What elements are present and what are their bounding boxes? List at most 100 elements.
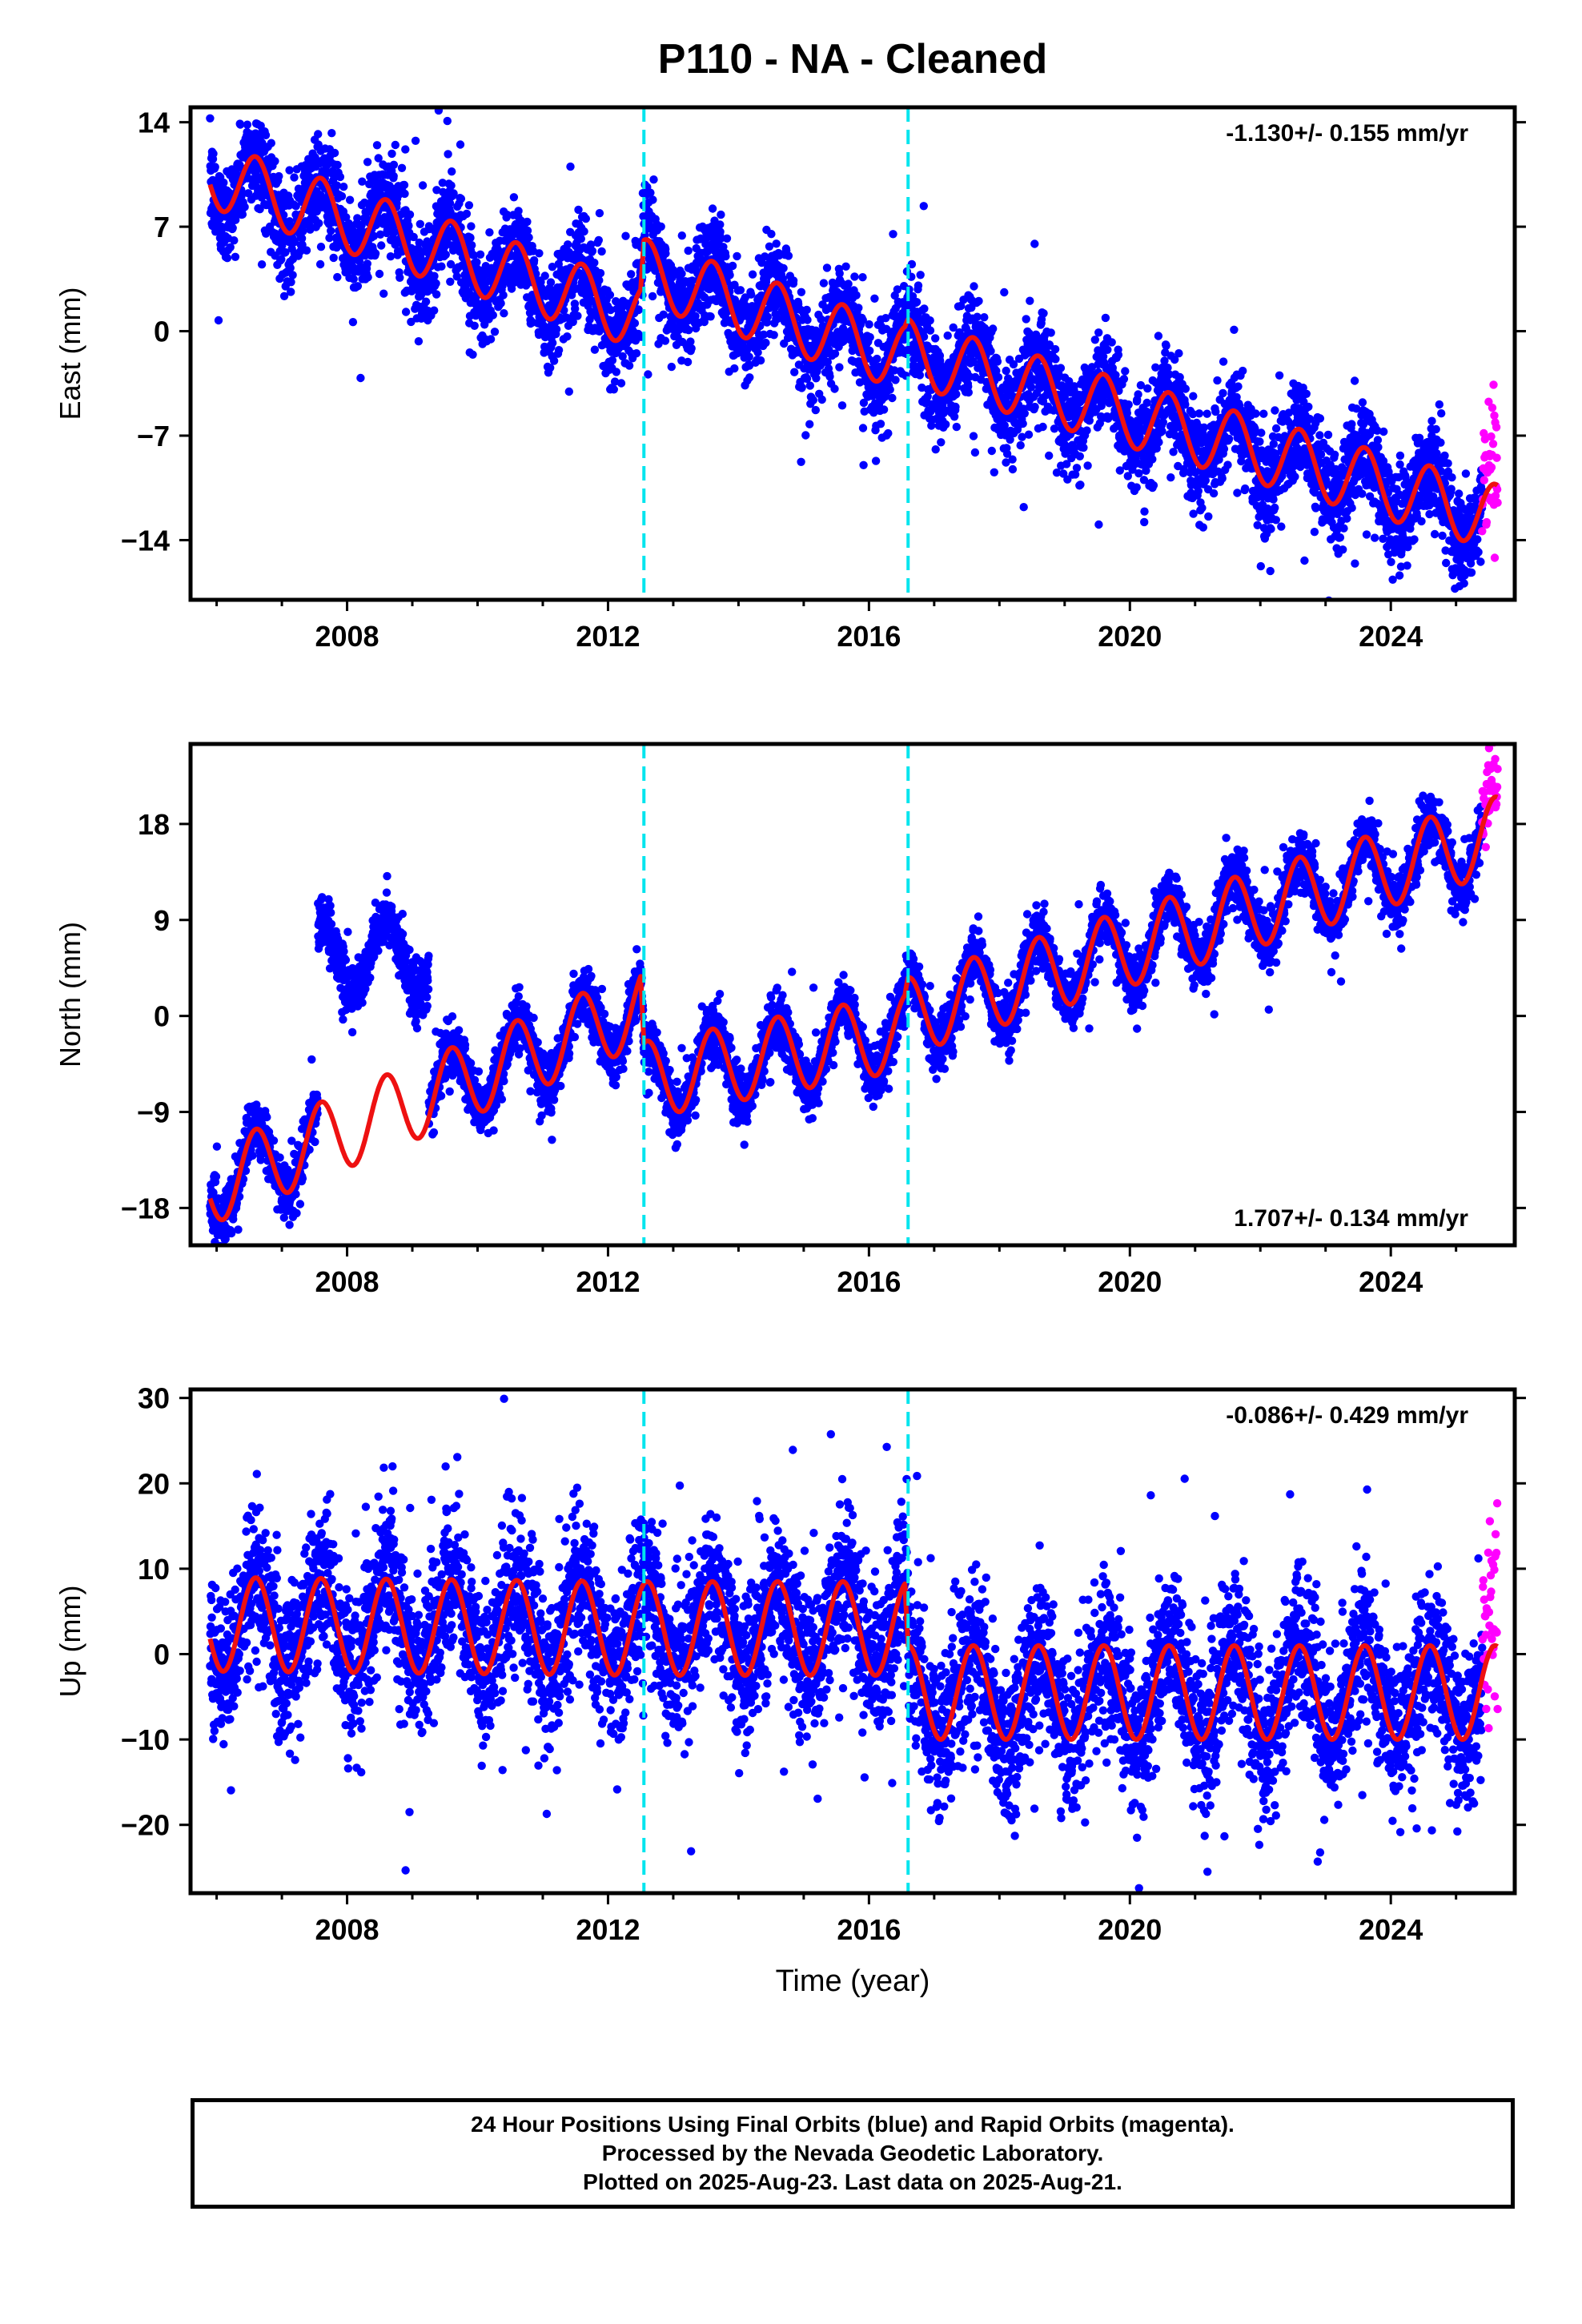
final-orbit-point [305, 173, 315, 182]
final-orbit-point [825, 372, 834, 381]
final-orbit-point [858, 273, 867, 282]
final-orbit-point [1239, 366, 1247, 376]
final-orbit-point [926, 326, 935, 335]
final-orbit-point [722, 234, 732, 243]
final-orbit-point [616, 379, 626, 388]
final-orbit-point [1026, 296, 1034, 305]
final-orbit-point [345, 195, 355, 204]
final-orbit-point [363, 273, 372, 282]
final-orbit-point [540, 271, 549, 280]
final-orbit-point [632, 349, 641, 358]
final-orbit-point [356, 373, 365, 383]
final-orbit-point [993, 357, 1002, 366]
final-orbit-point [588, 247, 597, 255]
final-orbit-point [1158, 427, 1166, 436]
final-orbit-point [1002, 366, 1010, 376]
final-orbit-point [448, 167, 456, 176]
final-orbit-point [411, 136, 420, 145]
final-orbit-point [285, 166, 294, 175]
final-orbit-point [360, 251, 370, 260]
final-orbit-point [858, 424, 868, 432]
final-orbit-point [986, 347, 995, 356]
final-orbit-point [314, 140, 323, 149]
final-orbit-point [683, 357, 693, 367]
final-orbit-point [330, 148, 339, 158]
final-orbit-point [349, 275, 358, 283]
final-orbit-point [706, 312, 715, 321]
final-orbit-point [447, 181, 456, 190]
final-orbit-point [371, 249, 380, 258]
final-orbit-point [353, 214, 362, 223]
final-orbit-point [1148, 455, 1157, 464]
final-orbit-point [1090, 336, 1100, 344]
final-orbit-point [1114, 350, 1123, 360]
final-orbit-point [937, 438, 946, 447]
final-orbit-point [432, 290, 441, 299]
final-orbit-point [286, 263, 295, 272]
final-orbit-point [951, 402, 960, 412]
final-orbit-point [314, 130, 323, 139]
final-orbit-point [1259, 409, 1268, 418]
final-orbit-point [228, 223, 237, 232]
final-orbit-point [912, 298, 921, 307]
final-orbit-point [1204, 512, 1213, 521]
final-orbit-point [1209, 489, 1219, 498]
final-orbit-point [279, 292, 289, 300]
final-orbit-point [490, 328, 500, 336]
final-orbit-point [649, 175, 658, 184]
final-orbit-point [1046, 328, 1055, 337]
final-orbit-point [595, 209, 604, 218]
final-orbit-point [1267, 525, 1275, 533]
final-orbit-point [1108, 364, 1118, 372]
final-orbit-point [430, 306, 439, 315]
final-orbit-point [396, 273, 404, 282]
final-orbit-point [763, 312, 772, 321]
final-orbit-point [332, 181, 341, 190]
final-orbit-point [1189, 392, 1198, 400]
final-orbit-point [1234, 382, 1243, 391]
final-orbit-point [438, 179, 447, 187]
final-orbit-point [576, 235, 585, 243]
final-orbit-point [779, 263, 788, 273]
final-orbit-point [1166, 473, 1175, 482]
final-orbit-point [468, 350, 477, 359]
final-orbit-point [486, 335, 496, 344]
final-orbit-point [476, 250, 485, 259]
final-orbit-point [449, 189, 458, 198]
final-orbit-point [931, 445, 940, 454]
final-orbit-point [548, 339, 557, 348]
final-orbit-point [211, 163, 219, 171]
final-orbit-point [563, 332, 572, 341]
final-orbit-point [290, 238, 299, 247]
final-orbit-point [721, 251, 730, 261]
final-orbit-point [920, 304, 929, 313]
final-orbit-point [1008, 464, 1018, 474]
final-orbit-point [374, 154, 383, 163]
final-orbit-point [335, 172, 345, 182]
final-orbit-point [509, 193, 519, 202]
final-orbit-point [1140, 517, 1149, 527]
final-orbit-point [389, 160, 399, 169]
plot-area-east [206, 107, 1502, 600]
final-orbit-point [685, 326, 693, 335]
final-orbit-point [290, 173, 299, 182]
final-orbit-point [970, 448, 980, 457]
final-orbit-point [952, 390, 961, 399]
final-orbit-point [876, 420, 885, 428]
final-orbit-point [964, 388, 974, 397]
final-orbit-point [285, 217, 294, 226]
final-orbit-point [444, 150, 452, 159]
final-orbit-point [316, 243, 326, 251]
final-orbit-point [1103, 345, 1112, 354]
final-orbit-point [756, 356, 765, 365]
final-orbit-point [549, 356, 559, 365]
final-orbit-point [230, 236, 239, 245]
final-orbit-point [621, 231, 630, 240]
final-orbit-point [1256, 561, 1266, 571]
final-orbit-point [1094, 328, 1103, 337]
final-orbit-point [850, 272, 859, 281]
final-orbit-point [1271, 424, 1281, 433]
final-orbit-point [404, 221, 413, 230]
final-orbit-point [372, 141, 382, 150]
final-orbit-point [348, 318, 358, 327]
